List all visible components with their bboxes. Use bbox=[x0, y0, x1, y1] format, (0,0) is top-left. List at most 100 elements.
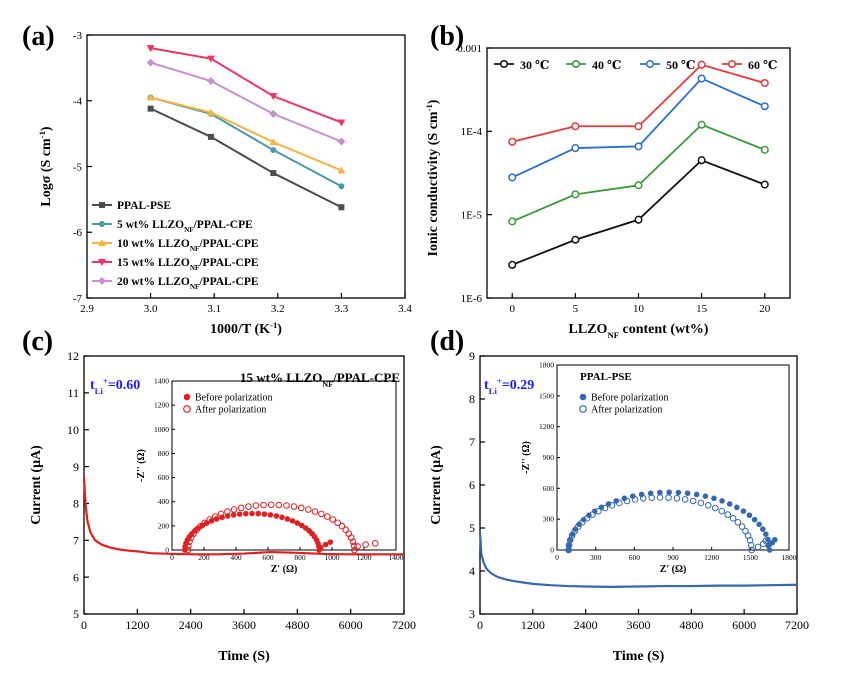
inset-point-before bbox=[572, 526, 579, 532]
panel-d-xtick-label: 3600 bbox=[627, 618, 651, 632]
panel-a-legend-label: 15 wt% LLZONF/PPAL-CPE bbox=[117, 257, 259, 272]
inset-ytick-label: 1200 bbox=[154, 401, 169, 410]
panel-b-legend-label: 40 ℃ bbox=[592, 58, 621, 72]
inset-point-before bbox=[242, 510, 249, 517]
panel-b-point bbox=[508, 137, 517, 146]
panel-d-tli-annotation-part: =0.29 bbox=[502, 378, 534, 393]
inset-point-after bbox=[748, 546, 755, 554]
panel-d-ytick-label: 9 bbox=[469, 349, 475, 363]
inset-legend-label: Before polarization bbox=[195, 393, 272, 404]
panel-a-ytick-label: -3 bbox=[73, 30, 83, 42]
panel-c-tli-annotation: tLi+=0.60 bbox=[90, 376, 140, 396]
inset-point-after bbox=[252, 502, 260, 509]
inset-point-after bbox=[639, 495, 647, 502]
inset-point-after bbox=[362, 541, 369, 548]
inset-point-after bbox=[201, 519, 209, 527]
panel-d-xtick-label: 4800 bbox=[679, 618, 703, 632]
panel-c-tli-annotation-part: Li bbox=[95, 386, 104, 396]
inset-point-after bbox=[595, 507, 602, 515]
panel-b-point bbox=[571, 144, 580, 153]
inset-legend-label: After polarization bbox=[195, 405, 266, 416]
inset-point-after bbox=[260, 501, 267, 509]
inset-point-after bbox=[734, 519, 742, 526]
panel-a-legend-label-part: 20 wt% LLZO bbox=[117, 276, 190, 288]
inset-point-before bbox=[763, 531, 769, 538]
inset-point-after bbox=[347, 534, 355, 541]
panel-b-ytick-label: 1E-4 bbox=[461, 126, 483, 138]
inset-point-before bbox=[318, 544, 324, 551]
inset-point-after bbox=[371, 540, 379, 547]
panel-b-point bbox=[634, 181, 643, 190]
panel-b-xtick-label: 0 bbox=[510, 303, 516, 315]
inset-title-part: 15 wt% LLZO bbox=[240, 370, 322, 385]
inset-point-after bbox=[665, 494, 672, 501]
panel-b-point bbox=[508, 173, 517, 182]
inset-xtick-label: 1200 bbox=[704, 553, 719, 562]
inset-xtick-label: 800 bbox=[294, 553, 306, 562]
panel-b-legend-marker bbox=[499, 59, 509, 69]
panel-a-point bbox=[337, 137, 346, 146]
panel-b: 0 5 10 15 20 1E-6 1E-5 1E-4 0.001(b) LLZONF conte… bbox=[424, 21, 791, 340]
inset-ylabel: -Z'' (Ω) bbox=[521, 441, 532, 474]
inset-ylabel: -Z'' (Ω) bbox=[136, 449, 147, 482]
inset-point-after bbox=[565, 541, 573, 549]
inset-legend-marker-filled bbox=[579, 393, 587, 401]
panel-c-ylabel: Current (μA) bbox=[29, 445, 44, 525]
inset-point-after bbox=[711, 504, 719, 512]
panel-b-series-line bbox=[511, 159, 766, 266]
panel-b-xlabel-part: NF bbox=[607, 330, 619, 340]
panel-b-series-line bbox=[511, 123, 766, 223]
inset-point-after bbox=[623, 497, 631, 505]
inset-ytick-label: 1400 bbox=[154, 377, 169, 386]
inset-point-before bbox=[621, 495, 628, 502]
panel-b-point bbox=[760, 102, 769, 111]
panel-b-xtick-label: 20 bbox=[759, 303, 771, 315]
panel-a-legend-label: PPAL-PSE bbox=[117, 200, 171, 212]
panel-b-label: (b) bbox=[430, 21, 464, 52]
inset-ytick-label: 0 bbox=[550, 546, 554, 555]
panel-a-point bbox=[269, 93, 278, 101]
panel-c-xtick-label: 1200 bbox=[125, 618, 149, 632]
inset-xtick-label: 200 bbox=[198, 553, 210, 562]
panel-a-point bbox=[146, 45, 155, 53]
inset-point-before bbox=[565, 547, 572, 553]
inset-point-after bbox=[565, 546, 572, 554]
panel-a-legend-label-part: NF bbox=[190, 264, 200, 272]
panel-a-legend-label-part: /PPAL-CPE bbox=[193, 219, 254, 231]
panel-b-ylabel-part: ) bbox=[426, 99, 441, 104]
inset-xlabel: Z' (Ω) bbox=[660, 564, 687, 575]
panel-b-point bbox=[760, 180, 769, 189]
inset-point-after bbox=[718, 507, 726, 515]
panel-c-inset: 0 200 400 600 800 1000 1200 1400 0 200 400 600 800 10… bbox=[136, 370, 404, 575]
panel-b-legend-label: 60 ℃ bbox=[748, 58, 777, 72]
panel-c-ytick-label: 5 bbox=[73, 607, 79, 621]
inset-point-after bbox=[318, 510, 325, 518]
inset-legend-label: Before polarization bbox=[591, 393, 668, 404]
panel-b-point bbox=[571, 235, 580, 244]
inset-point-after bbox=[311, 508, 319, 515]
inset-point-after bbox=[304, 506, 312, 513]
inset-point-before bbox=[267, 512, 274, 518]
inset-point-after bbox=[724, 511, 732, 518]
inset-xtick-label: 1800 bbox=[782, 553, 797, 562]
panel-a-ylabel-part: Logσ (S cm bbox=[39, 138, 54, 207]
panel-a-series-line bbox=[150, 47, 342, 124]
panel-d-xtick-label: 2400 bbox=[574, 618, 598, 632]
panel-a-ytick-label: -4 bbox=[73, 96, 83, 108]
panel-a-legend-label-part: NF bbox=[190, 283, 200, 291]
inset-point-after bbox=[329, 516, 336, 523]
inset-point-after bbox=[334, 519, 341, 527]
inset-point-before bbox=[199, 522, 206, 529]
inset-point-before bbox=[327, 539, 334, 545]
panel-b-xtick-label: 10 bbox=[633, 303, 645, 315]
inset-xtick-label: 0 bbox=[170, 553, 174, 562]
panel-a-legend-label: 10 wt% LLZONF/PPAL-CPE bbox=[117, 238, 259, 253]
panel-a-xlabel: 1000/T (K-1) bbox=[210, 320, 282, 337]
panel-a-legend-label-part: NF bbox=[184, 226, 194, 234]
inset-ytick-label: 1200 bbox=[539, 422, 554, 431]
panel-a-xtick-label: 3.4 bbox=[398, 303, 412, 315]
panel-d-inset: 0 300 600 900 1200 1500 1800 0 300 600 900 1200 1500… bbox=[521, 361, 797, 576]
panel-a-legend-label: 5 wt% LLZONF/PPAL-CPE bbox=[117, 219, 253, 234]
inset-point-after bbox=[217, 510, 225, 518]
inset-xtick-label: 900 bbox=[667, 553, 679, 562]
